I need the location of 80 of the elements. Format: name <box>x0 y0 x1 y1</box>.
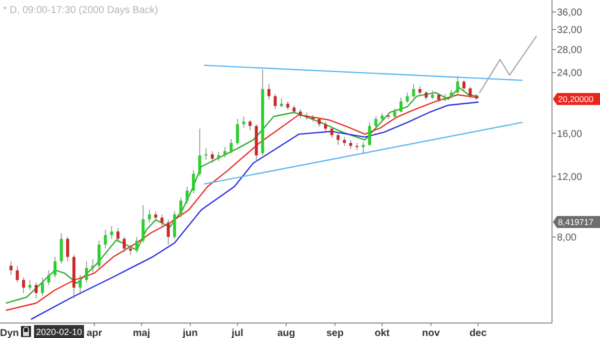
x-tick-label: jun <box>182 328 198 338</box>
candlestick <box>468 86 472 99</box>
candlestick <box>40 277 44 296</box>
candlestick <box>198 128 202 177</box>
y-tick-label: 32,00 <box>557 25 582 36</box>
y-tick-label: 16,00 <box>557 128 582 140</box>
candlestick <box>179 197 182 218</box>
text: 2020-02-10 <box>36 327 82 337</box>
candlestick <box>160 214 164 227</box>
candlestick <box>280 98 284 108</box>
y-tick-label: 36,00 <box>557 7 582 18</box>
y-tick-label: 24,00 <box>557 68 582 80</box>
candlestick <box>298 108 302 119</box>
candlestick <box>412 84 416 98</box>
candlestick <box>10 260 13 276</box>
x-tick-label: dec <box>469 328 488 338</box>
x-tick-label: maj <box>132 328 150 338</box>
x-tick-label: nov <box>422 328 440 338</box>
candlestick <box>166 218 170 246</box>
line-series <box>479 36 537 94</box>
candlestick <box>148 209 151 224</box>
y-tick-label: 28,00 <box>557 45 582 56</box>
candlestick <box>116 227 120 244</box>
x-tick-label: okt <box>374 328 390 338</box>
candlestick <box>210 150 214 164</box>
candlestick <box>186 186 189 204</box>
text: * D, 09:00-17:30 (2000 Days Back) <box>3 5 158 16</box>
candlestick <box>22 277 26 294</box>
candlestick <box>274 94 277 110</box>
x-tick-label: sep <box>326 328 344 338</box>
candlestick <box>362 142 365 154</box>
candlestick <box>311 114 314 122</box>
candlestick <box>91 258 94 274</box>
candlestick <box>78 274 82 294</box>
candlestick <box>98 240 101 268</box>
candlestick <box>236 118 239 146</box>
candlestick <box>386 112 390 120</box>
candlestick <box>355 142 358 150</box>
text: 8,419717 <box>558 216 594 227</box>
candlestick <box>122 236 126 254</box>
x-tick-label: apr <box>86 328 102 338</box>
candlestick <box>135 236 138 254</box>
candlestick <box>349 140 352 150</box>
candlestick <box>368 122 372 146</box>
candlestick <box>47 270 50 286</box>
candlestick <box>374 116 378 128</box>
text: 20,20000 <box>558 94 594 104</box>
candlestick <box>60 232 63 264</box>
y-tick-label: 12,00 <box>557 172 582 183</box>
text: Dyn <box>0 328 19 338</box>
candlestick <box>16 265 19 283</box>
candlestick <box>336 132 340 146</box>
candlestick <box>248 119 252 131</box>
candlestick <box>230 138 233 154</box>
candlestick <box>192 170 195 194</box>
candlestick <box>400 97 403 113</box>
candlestick <box>204 148 208 160</box>
candlestick <box>66 236 70 262</box>
y-tick-label: 8,00 <box>557 232 577 244</box>
candlestick <box>110 226 114 240</box>
candlestick <box>318 116 321 128</box>
candlestick <box>84 260 88 283</box>
candlestick <box>242 116 246 128</box>
candlestick <box>104 229 107 249</box>
candlestick <box>154 210 158 222</box>
x-tick-label: jul <box>230 328 244 338</box>
candlestick <box>28 280 32 291</box>
x-tick-label: aug <box>277 328 296 338</box>
candlestick <box>34 282 38 299</box>
candlestick <box>54 256 57 278</box>
candlestick <box>324 121 328 132</box>
candlestick <box>456 76 460 94</box>
candlestick <box>330 126 334 138</box>
candlestick <box>142 204 145 244</box>
candlestick <box>462 80 466 91</box>
candlestick <box>129 244 132 256</box>
candlestick <box>406 92 409 104</box>
candlestick <box>173 210 176 240</box>
candlestick <box>223 146 226 158</box>
candlestick <box>267 83 270 100</box>
